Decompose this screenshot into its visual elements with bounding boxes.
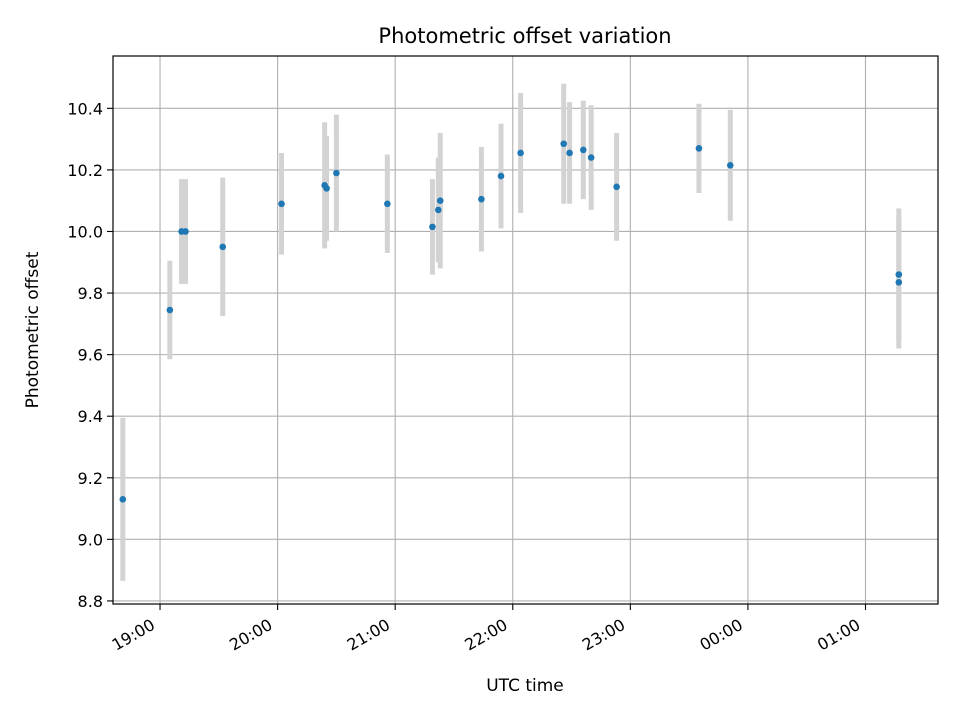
plot-area [113, 56, 938, 604]
chart-title: Photometric offset variation [378, 24, 671, 48]
data-point [613, 183, 620, 191]
data-point [726, 161, 734, 169]
data-point [436, 197, 444, 204]
y-axis-label: Photometric offset [23, 251, 43, 408]
data-point [182, 228, 189, 235]
data-point [323, 185, 330, 192]
plot-frame [112, 55, 939, 605]
data-point [278, 200, 285, 208]
data-point [566, 149, 573, 157]
data-point [580, 146, 587, 154]
data-point [497, 172, 505, 180]
data-point [695, 145, 703, 152]
data-point [333, 169, 340, 177]
data-point [517, 149, 524, 157]
y-tick-label: 9.4 [78, 407, 103, 426]
data-point [587, 154, 595, 161]
data-point [560, 140, 568, 148]
data-point [895, 271, 903, 278]
grid [113, 56, 938, 604]
y-tick-label: 9.8 [78, 284, 103, 303]
y-ticks: 8.8 9.0 9.2 9.4 9.6 9.8 10.0 10.2 10.4 [67, 99, 113, 611]
y-tick-label: 10.4 [67, 99, 103, 118]
y-tick-label: 9.2 [78, 469, 103, 488]
data-point [429, 223, 436, 231]
data-point [166, 306, 174, 314]
y-tick-label: 9.6 [78, 346, 103, 365]
data-points [119, 140, 903, 503]
data-point [895, 278, 903, 286]
data-point [119, 496, 127, 503]
data-point [434, 206, 442, 214]
x-axis-label: UTC time [486, 676, 564, 696]
y-tick-label: 10.0 [67, 222, 103, 241]
data-point [219, 243, 227, 251]
data-point [478, 195, 485, 203]
y-tick-label: 8.8 [78, 592, 103, 611]
y-tick-label: 10.2 [67, 161, 103, 180]
data-point [384, 200, 391, 208]
y-tick-label: 9.0 [78, 530, 103, 549]
